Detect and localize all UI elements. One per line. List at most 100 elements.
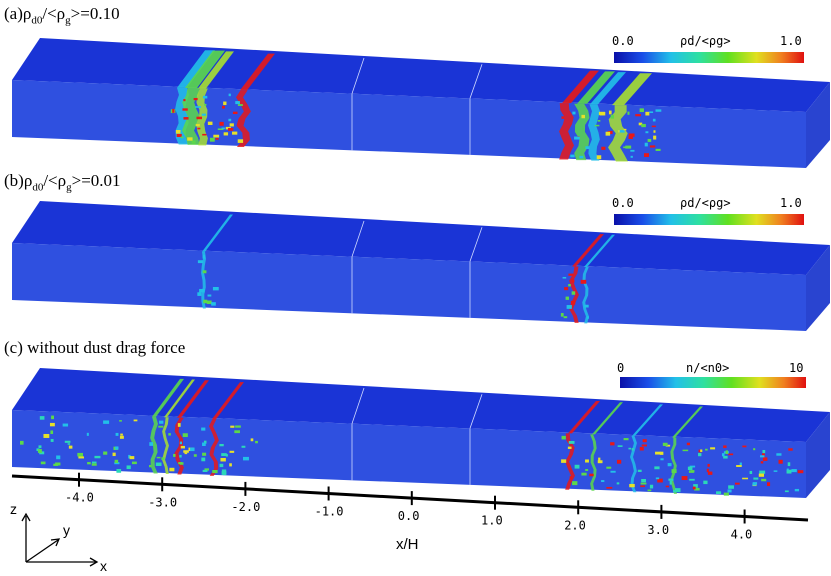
panel-c-speckle-53 — [158, 425, 164, 428]
x-tick-label-8: 4.0 — [731, 527, 753, 541]
panel-a — [12, 38, 830, 168]
panel-a-speckle-14 — [628, 133, 635, 137]
panel-c-speckle-48 — [617, 445, 623, 447]
panel-c-speckle-81 — [569, 476, 572, 480]
panel-b-speckle-2 — [197, 292, 202, 296]
panel-b-side-face — [806, 245, 830, 331]
panel-c-speckle-52 — [51, 415, 54, 420]
panel-c-speckle-39 — [178, 462, 183, 465]
colorbar-a-title: ρd/<ρg> — [680, 34, 731, 48]
panel-c-speckle-13 — [665, 485, 670, 488]
panel-c-speckle-39 — [728, 485, 734, 489]
panel-a-speckle-38 — [630, 149, 635, 152]
panel-b-value: >=0.01 — [71, 171, 121, 190]
panel-a-speckle-1 — [649, 145, 656, 148]
panel-c-speckle-34 — [716, 491, 722, 494]
panel-c-speckle-16 — [723, 455, 728, 459]
panel-a-speckle-12 — [217, 128, 224, 131]
panel-a-streak-top-0 — [177, 50, 215, 88]
x-tick-label-2: -2.0 — [231, 500, 260, 514]
panel-c-speckle-46 — [91, 461, 97, 464]
panel-c-speckle-62 — [68, 445, 73, 449]
panel-c-speckle-64 — [202, 469, 208, 473]
panel-c-speckle-56 — [797, 470, 804, 474]
panel-a-speckle-38 — [172, 108, 175, 113]
panel-b-speckle-13 — [580, 279, 587, 284]
panel-c-speckle-107 — [585, 469, 589, 471]
panel-c-speckle-96 — [610, 470, 616, 473]
panel-a-speckle-30 — [628, 136, 633, 139]
panel-b-mid: /<ρ — [43, 171, 67, 190]
panel-a-speckle-7 — [651, 125, 656, 128]
panel-a-streak-top-2 — [198, 51, 234, 89]
panel-a-streak-front-4 — [559, 103, 574, 160]
panel-c-speckle-13 — [193, 454, 197, 457]
panel-c-speckle-12 — [173, 453, 176, 457]
panel-c-speckle-81 — [43, 433, 50, 438]
panel-c-speckle-44 — [62, 423, 69, 427]
panel-b-speckle-9 — [202, 270, 207, 274]
panel-b — [12, 201, 830, 331]
panel-c-speckle-78 — [659, 451, 664, 455]
panel-c-speckle-42 — [698, 449, 702, 453]
panel-a-speckle-37 — [647, 138, 652, 142]
panel-c-speckle-85 — [103, 420, 110, 424]
panel-a-streak-top-5 — [577, 71, 615, 104]
panel-a-speckle-42 — [561, 116, 565, 119]
panel-a-speckle-32 — [204, 103, 207, 106]
panel-c-speckle-60 — [204, 468, 210, 471]
panel-c-speckle-55 — [752, 483, 757, 486]
panel-c-speckle-83 — [40, 461, 46, 465]
panel-c-speckle-36 — [126, 465, 131, 470]
panel-c-speckle-86 — [585, 459, 589, 463]
panel-c-speckle-94 — [761, 478, 767, 482]
panel-c-speckle-66 — [78, 456, 85, 459]
panel-c-streak-top-0 — [152, 378, 184, 417]
panel-c-speckle-29 — [647, 489, 652, 492]
panel-c-speckle-26 — [794, 488, 800, 492]
panel-c-speckle-28 — [640, 482, 647, 485]
panel-c-streak-top-3 — [212, 382, 244, 420]
panel-a-speckle-32 — [639, 108, 644, 113]
x-tick-label-1: -3.0 — [148, 495, 177, 509]
x-tick-label-0: -4.0 — [65, 491, 94, 505]
x-tick-label-5: 1.0 — [481, 514, 503, 528]
panel-a-sub1: d0 — [31, 14, 43, 27]
panel-c-streak-front-0 — [150, 416, 158, 474]
panel-b-speckle-7 — [570, 300, 576, 305]
panel-c-speckle-87 — [667, 463, 672, 467]
panel-a-speckle-36 — [645, 131, 649, 134]
panel-b-speckle-4 — [560, 313, 564, 317]
panel-b-speckle-6 — [562, 276, 567, 279]
panel-a-speckle-11 — [196, 116, 203, 120]
x-coord-label: x — [100, 558, 107, 574]
panel-a-speckle-20 — [655, 109, 662, 112]
panel-c-speckle-30 — [773, 470, 778, 472]
dust-structures-b — [197, 214, 615, 324]
panel-a-streak-front-2 — [196, 88, 208, 146]
colorbar-a-min: 0.0 — [612, 34, 634, 48]
panel-a-streak-top-7 — [612, 73, 652, 106]
panel-a-speckle-6 — [228, 93, 231, 97]
panel-c-speckle-3 — [161, 457, 165, 461]
panel-c-speckle-14 — [698, 452, 702, 457]
panel-c-speckle-58 — [114, 459, 119, 463]
panel-c-speckle-40 — [77, 452, 84, 457]
panel-a-speckle-17 — [176, 133, 182, 138]
panel-c-speckle-30 — [241, 445, 246, 448]
panel-c-speckle-7 — [133, 419, 138, 422]
panel-c-speckle-48 — [49, 422, 55, 427]
panel-a-speckle-1 — [223, 101, 227, 106]
panel-c-speckle-9 — [660, 458, 664, 461]
panel-c-speckle-89 — [250, 438, 254, 442]
panel-a-speckle-21 — [655, 148, 661, 151]
panel-c-speckle-15 — [705, 448, 708, 451]
panel-c-speckle-40 — [682, 449, 689, 452]
panel-c-streak-top-2 — [177, 380, 209, 418]
panel-a-rho: ρ — [22, 4, 32, 23]
panel-c-speckle-47 — [255, 440, 258, 444]
panel-b-speckle-12 — [568, 284, 571, 287]
panel-c-speckle-86 — [179, 454, 182, 458]
panel-c-speckle-88 — [159, 420, 164, 424]
